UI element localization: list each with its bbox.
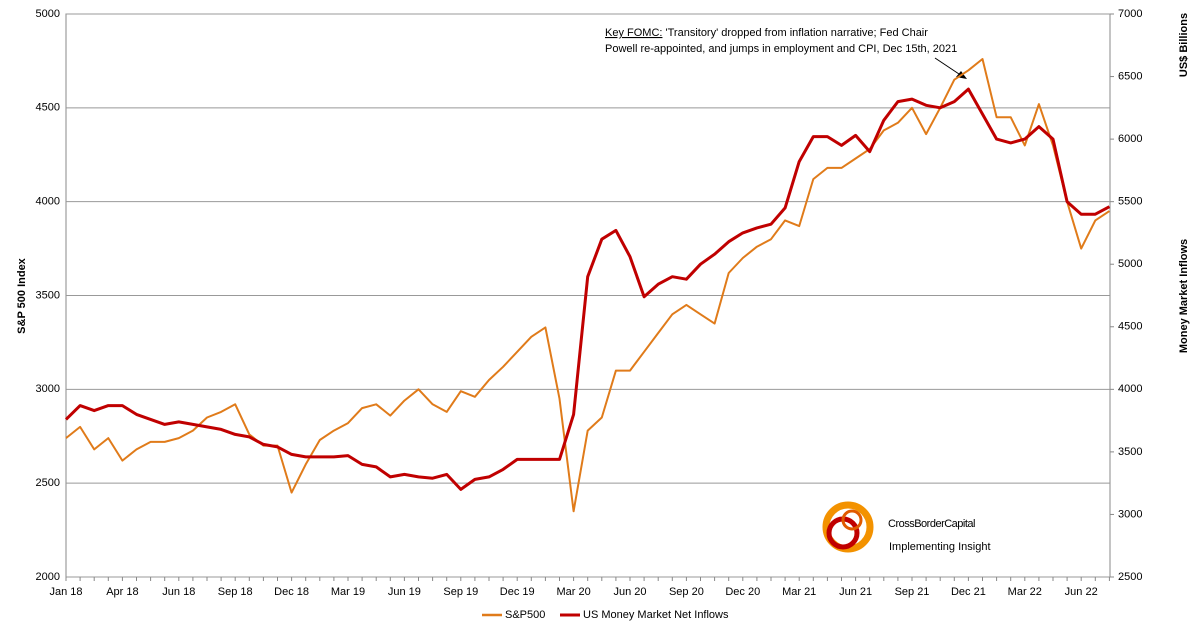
legend-label: S&P500 [505, 609, 545, 621]
y2-tick-label: 3000 [1118, 508, 1142, 520]
x-tick-label: Mar 20 [556, 586, 590, 598]
y2-tick-label: 6500 [1118, 70, 1142, 82]
y-tick-label: 2500 [36, 477, 60, 489]
x-tick-label: Dec 19 [500, 586, 535, 598]
annotation-arrow [934, 57, 963, 77]
x-tick-label: Jan 18 [49, 586, 82, 598]
x-tick-label: Mar 22 [1008, 586, 1042, 598]
annotation-line: 'Transitory' dropped from inflation narr… [662, 27, 928, 39]
logo: CrossBorderCapital Implementing Insight [815, 492, 1075, 572]
x-tick-label: Dec 21 [951, 586, 986, 598]
x-tick-label: Dec 18 [274, 586, 309, 598]
x-tick-label: Mar 21 [782, 586, 816, 598]
x-tick-label: Jun 21 [839, 586, 872, 598]
y-tick-label: 3500 [36, 289, 60, 301]
y2-tick-label: 5000 [1118, 258, 1142, 270]
y-tick-label: 4500 [36, 102, 60, 114]
x-tick-label: Sep 20 [669, 586, 704, 598]
x-tick-label: Jun 20 [613, 586, 646, 598]
legend-label: US Money Market Net Inflows [583, 609, 729, 621]
x-tick-label: Sep 19 [443, 586, 478, 598]
y2-tick-label: 3500 [1118, 446, 1142, 458]
y2-tick-label: 7000 [1118, 8, 1142, 20]
annotation: Key FOMC: 'Transitory' dropped from infl… [605, 27, 928, 39]
logo-name: CrossBorderCapital [888, 518, 975, 530]
y-tick-label: 5000 [36, 8, 60, 20]
logo-ring [841, 509, 863, 531]
annotation-key: Key FOMC: [605, 27, 662, 39]
series-line [65, 58, 1110, 513]
y-tick-label: 2000 [36, 571, 60, 583]
x-tick-label: Sep 21 [895, 586, 930, 598]
y2-tick-label: 4000 [1118, 383, 1142, 395]
y2-tick-label: 4500 [1118, 321, 1142, 333]
y2-axis-label: Money Market Inflows [1178, 239, 1190, 353]
x-tick-label: Dec 20 [725, 586, 760, 598]
y2-tick-label: 5500 [1118, 196, 1142, 208]
logo-tagline: Implementing Insight [889, 541, 991, 553]
y2-tick-label: 6000 [1118, 133, 1142, 145]
x-tick-label: Sep 18 [218, 586, 253, 598]
x-tick-label: Mar 19 [331, 586, 365, 598]
series-line [64, 87, 1111, 491]
x-tick-label: Jun 19 [388, 586, 421, 598]
x-tick-label: Jun 18 [162, 586, 195, 598]
y-tick-label: 3000 [36, 383, 60, 395]
y-tick-label: 4000 [36, 196, 60, 208]
annotation-line: Powell re-appointed, and jumps in employ… [605, 43, 957, 55]
y2-axis-unit: US$ Billions [1178, 13, 1190, 77]
logo-ring [822, 501, 874, 553]
x-tick-label: Apr 18 [106, 586, 138, 598]
y2-tick-label: 2500 [1118, 571, 1142, 583]
x-tick-label: Jun 22 [1065, 586, 1098, 598]
y-axis-label: S&P 500 Index [16, 257, 28, 333]
